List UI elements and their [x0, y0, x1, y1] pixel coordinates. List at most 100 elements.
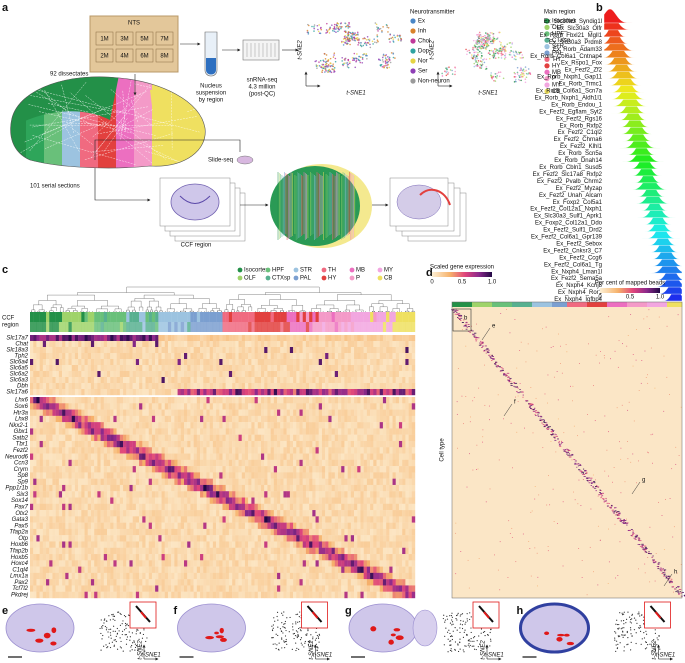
heat-cell	[325, 403, 329, 410]
tsne-point	[392, 53, 395, 55]
heat-cell	[411, 428, 416, 435]
region-cell	[344, 322, 348, 332]
heat-cell	[78, 359, 82, 366]
heat-cell	[273, 335, 278, 342]
heat-cell	[200, 440, 204, 448]
legend-label: HY	[552, 63, 560, 69]
sagittal-brain	[10, 76, 206, 168]
heat-cell	[411, 415, 416, 423]
heat-cell	[135, 491, 140, 498]
heat-cell	[363, 440, 368, 448]
heat-cell	[174, 353, 178, 360]
tsne-point	[349, 39, 351, 42]
heat-cell	[126, 478, 130, 486]
heat-cell	[411, 335, 416, 342]
heat-cell	[107, 478, 111, 486]
heat-cell	[248, 459, 252, 467]
heat-cell	[55, 472, 60, 479]
heat-cell	[331, 371, 335, 378]
heat-cell	[39, 472, 44, 479]
heat-cell	[71, 434, 76, 442]
heat-cell	[257, 484, 262, 492]
heat-cell	[373, 434, 377, 442]
heat-cell	[203, 453, 207, 461]
heat-cell	[97, 371, 101, 378]
heat-cell	[350, 371, 355, 378]
heat-cell	[119, 440, 124, 448]
heat-cell	[225, 491, 230, 498]
region-cell	[392, 312, 396, 322]
heat-cell	[52, 422, 56, 429]
heat-cell	[81, 428, 85, 435]
heat-cell	[55, 466, 60, 473]
tsne-point	[451, 73, 454, 75]
heat-cell	[386, 365, 390, 372]
heat-cell	[398, 428, 403, 435]
heat-cell	[135, 353, 140, 360]
heat-cell	[328, 472, 332, 479]
heat-cell	[344, 428, 348, 435]
heat-cell	[184, 377, 188, 384]
tsne-point	[500, 54, 503, 57]
heat-cell	[139, 434, 143, 442]
tsne-point	[335, 28, 337, 30]
heat-cell	[309, 466, 313, 473]
heat-cell	[164, 397, 169, 404]
heat-cell	[302, 383, 307, 390]
tsne-point	[324, 67, 326, 70]
tsne-point	[481, 47, 484, 49]
heat-cell	[84, 466, 88, 473]
heat-cell	[119, 341, 124, 348]
heat-cell	[373, 440, 377, 448]
region-cell	[338, 312, 342, 322]
heat-cell	[411, 484, 416, 492]
heat-cell	[203, 422, 207, 429]
heat-cell	[264, 415, 268, 423]
tsne-point	[520, 51, 522, 54]
region-cell	[212, 322, 217, 332]
region-cell	[392, 322, 396, 332]
heat-cell	[126, 440, 130, 448]
region-cell	[203, 322, 207, 332]
heat-cell	[113, 422, 117, 429]
tsne-point	[353, 37, 356, 40]
heat-cell	[241, 453, 246, 461]
heat-cell	[360, 397, 364, 404]
heat-cell	[318, 409, 323, 417]
heat-cell	[126, 403, 130, 410]
heat-cell	[126, 491, 130, 498]
heat-cell	[42, 415, 47, 423]
heat-cell	[171, 484, 175, 492]
heat-cell	[62, 428, 66, 435]
tsne-point	[480, 52, 483, 54]
heat-cell	[71, 491, 76, 498]
heat-cell	[52, 347, 56, 354]
heat-cell	[251, 347, 255, 354]
tsne-point	[484, 47, 487, 49]
heat-cell	[408, 447, 412, 454]
tsne-point	[445, 67, 447, 69]
heat-cell	[116, 359, 121, 366]
heat-cell	[405, 359, 409, 366]
heat-cell	[244, 365, 249, 372]
heat-cell	[315, 353, 319, 360]
region-cell	[139, 322, 143, 332]
heat-cell	[49, 415, 53, 423]
heat-cell	[376, 434, 380, 442]
heat-cell	[350, 440, 355, 448]
legend-label: Non-neuron	[418, 79, 450, 85]
heat-cell	[325, 409, 329, 417]
heat-cell	[398, 403, 403, 410]
heat-cell	[244, 453, 249, 461]
heat-cell	[312, 428, 316, 435]
heat-cell	[318, 422, 323, 429]
tsne-point	[475, 64, 477, 67]
heat-cell	[97, 389, 101, 396]
tsne-point	[475, 51, 477, 53]
heat-cell	[148, 466, 153, 473]
heat-cell	[62, 371, 66, 378]
heat-cell	[232, 403, 236, 410]
heat-cell	[161, 466, 165, 473]
heat-cell	[392, 341, 396, 348]
heat-cell	[151, 347, 156, 354]
